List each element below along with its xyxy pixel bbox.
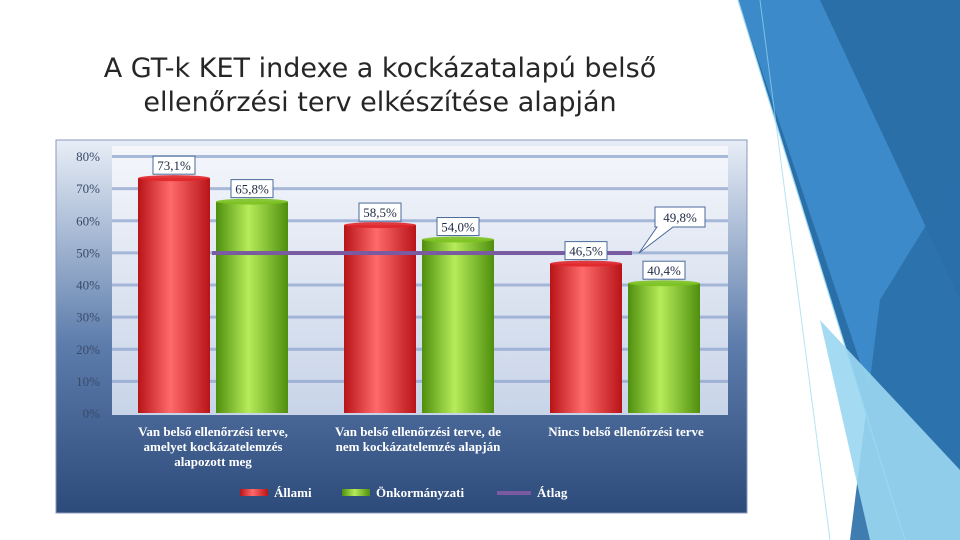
data-label-box — [436, 217, 480, 237]
category-label: Van belső ellenőrzési terve, — [138, 424, 288, 439]
legend-swatch — [240, 489, 268, 496]
data-label: 65,8% — [235, 182, 269, 197]
bar-cap — [138, 175, 210, 182]
bar-cap — [216, 198, 288, 205]
data-label-box — [642, 260, 686, 280]
y-tick-label: 40% — [76, 278, 100, 293]
accent-shape-light — [820, 320, 960, 540]
category-labels: Van belső ellenőrzési terve,amelyet kock… — [138, 424, 704, 469]
y-axis-ticks: 0% 10% 20% 30% 40% 50% 60% 70% 80% — [76, 149, 100, 421]
gridline — [112, 347, 728, 351]
bar-allami-2 — [550, 263, 622, 413]
slide-title-line-1: A GT-k KET indexe a kockázatalapú belső — [103, 53, 657, 84]
y-tick-label: 80% — [76, 149, 100, 164]
gridline — [112, 187, 728, 191]
average-callout — [638, 206, 706, 254]
category-label: nem kockázatelemzés alapján — [336, 439, 501, 454]
slide-title-line-2: ellenőrzési terv elkészítése alapján — [143, 87, 617, 118]
category-label: Nincs belső ellenőrzési terve — [548, 424, 704, 439]
bar-cap — [422, 236, 494, 243]
data-labels: 73,1% 65,8% 58,5% 54,0% 46,5% 40,4% — [152, 155, 686, 280]
category-label: alapozott meg — [174, 454, 252, 469]
bar-allami-0 — [138, 178, 210, 413]
y-tick-label: 60% — [76, 213, 100, 228]
legend-label: Önkormányzati — [376, 485, 465, 500]
legend-label: Átlag — [537, 485, 568, 500]
data-label-box — [152, 155, 196, 175]
data-label: 40,4% — [647, 263, 681, 278]
category-label: amelyet kockázatelemzés — [144, 439, 283, 454]
gridline — [112, 315, 728, 319]
data-label-box — [564, 241, 608, 261]
y-tick-label: 20% — [76, 342, 100, 357]
accent-line-thin — [759, 0, 831, 540]
data-label-box — [358, 202, 402, 222]
gridline — [112, 155, 728, 158]
average-line-group: 49,8% — [212, 206, 706, 256]
bar-onkormanyzati-2 — [628, 283, 700, 413]
data-label: 54,0% — [441, 220, 475, 235]
category-label: Van belső ellenőrzési terve, de — [335, 424, 501, 439]
bars — [138, 175, 700, 413]
bar-onkormanyzati-0 — [216, 201, 288, 413]
gridline — [112, 219, 728, 223]
accent-line — [737, 0, 906, 540]
y-tick-label: 10% — [76, 374, 100, 389]
bar-cap — [628, 280, 700, 287]
gridline — [112, 283, 728, 287]
y-tick-label: 0% — [83, 406, 101, 421]
average-line — [212, 251, 632, 256]
bar-cap — [344, 222, 416, 229]
data-label-box — [230, 179, 274, 199]
bar-allami-1 — [344, 225, 416, 413]
average-label: 49,8% — [663, 210, 697, 225]
data-label: 58,5% — [363, 205, 397, 220]
bar-onkormanyzati-1 — [422, 239, 494, 413]
bar-cap — [550, 260, 622, 267]
legend-label: Állami — [274, 485, 312, 500]
gridline — [112, 379, 728, 383]
data-label: 73,1% — [157, 158, 191, 173]
data-label: 46,5% — [569, 244, 603, 259]
slide-title: A GT-k KET indexe a kockázatalapú belső … — [60, 52, 700, 120]
y-tick-label: 50% — [76, 245, 100, 260]
legend-swatch — [342, 489, 370, 496]
y-tick-label: 70% — [76, 181, 100, 196]
legend-swatch — [497, 491, 531, 495]
legend: Állami Önkormányzati Átlag — [240, 485, 568, 500]
plot-area — [112, 146, 728, 415]
y-tick-label: 30% — [76, 310, 100, 325]
